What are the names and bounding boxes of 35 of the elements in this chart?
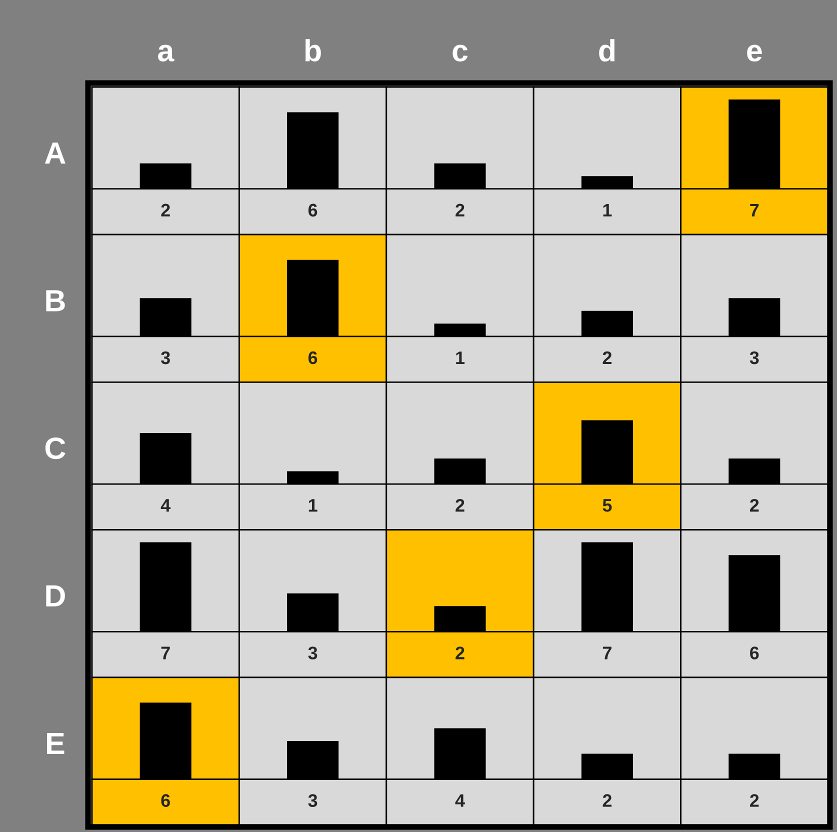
data-label: 6 — [161, 794, 170, 807]
x-tick-label: b — [305, 39, 321, 62]
data-label: 2 — [456, 646, 464, 660]
data-label: 1 — [603, 204, 612, 216]
data-label: 3 — [308, 646, 318, 660]
data-label: 7 — [750, 204, 759, 216]
data-label: 5 — [602, 499, 612, 512]
x-tick-label: d — [599, 39, 615, 62]
data-label: 2 — [602, 794, 612, 807]
data-label: 7 — [602, 646, 612, 660]
data-label: 3 — [308, 794, 318, 807]
data-label: 2 — [750, 498, 759, 512]
data-label: 4 — [455, 794, 465, 807]
x-tick-label: a — [158, 44, 174, 62]
data-label: 7 — [161, 646, 170, 660]
data-label: 2 — [456, 498, 464, 512]
y-axis-title: D — [46, 585, 65, 606]
data-label: 4 — [160, 499, 171, 512]
data-label: 2 — [456, 204, 464, 216]
y-axis-title: C — [45, 437, 66, 460]
data-label: 6 — [308, 351, 318, 364]
x-tick-label: e — [747, 44, 762, 62]
data-label: 3 — [160, 351, 170, 364]
data-label: 1 — [308, 499, 318, 512]
y-axis-title: A — [44, 142, 66, 164]
data-label: 2 — [750, 794, 759, 807]
data-label: 2 — [602, 351, 612, 364]
data-label: 6 — [750, 646, 759, 660]
y-axis-title: B — [46, 290, 65, 312]
data-label: 3 — [750, 351, 759, 364]
x-tick-label: c — [452, 44, 468, 62]
data-label: 2 — [161, 204, 170, 216]
data-label: 1 — [456, 352, 465, 364]
data-label: 6 — [308, 204, 318, 217]
y-axis-title: E — [47, 732, 64, 754]
